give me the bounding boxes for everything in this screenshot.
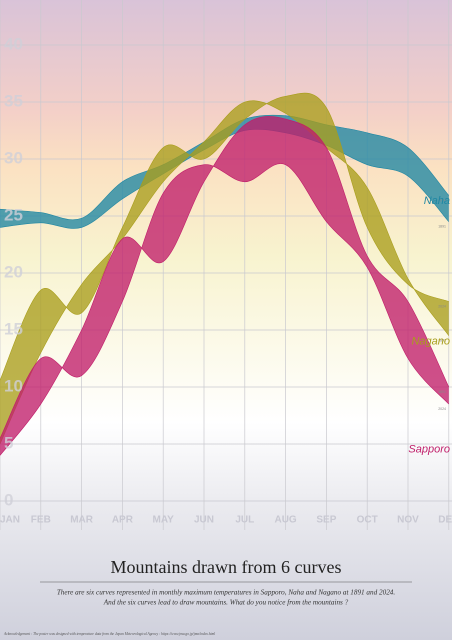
year-label: 1891 — [438, 225, 446, 229]
y-tick-label: 0 — [4, 490, 13, 509]
x-tick-label: JUL — [235, 515, 254, 526]
year-label: 2024 — [438, 304, 446, 308]
x-tick-label: APR — [112, 515, 134, 526]
acknowledgement: Acknowledgement : The poster was designe… — [3, 632, 215, 636]
y-tick-label: 35 — [4, 91, 23, 110]
city-label: Nagano — [411, 335, 450, 347]
curve — [0, 163, 450, 439]
y-tick-label: 5 — [4, 433, 13, 452]
x-tick-label: OCT — [357, 515, 378, 526]
x-tick-label: DEC — [438, 515, 452, 526]
x-tick-label: NOV — [397, 515, 419, 526]
city-label: Sapporo — [408, 444, 450, 456]
curve — [0, 100, 450, 445]
city-label: Naha — [424, 195, 450, 207]
subtitle: And the six curves lead to draw mountain… — [103, 599, 349, 607]
year-label: 1891 — [438, 339, 446, 343]
band — [0, 116, 449, 456]
curve — [0, 116, 450, 456]
y-tick-label: 40 — [4, 34, 23, 53]
year-label: 2024 — [438, 198, 446, 202]
curve — [0, 92, 449, 381]
x-tick-label: MAR — [70, 515, 94, 526]
year-label: 2024 — [438, 407, 446, 411]
y-tick-label: 10 — [4, 376, 23, 395]
y-tick-label: 25 — [4, 205, 23, 224]
y-tick-label: 30 — [4, 148, 23, 167]
x-tick-label: FEB — [31, 515, 51, 526]
x-tick-label: MAY — [153, 515, 175, 526]
y-tick-label: 20 — [4, 262, 23, 281]
x-tick-label: SEP — [316, 515, 336, 526]
year-label: 1891 — [438, 390, 446, 394]
x-tick-label: JAN — [0, 515, 20, 526]
title: Mountains drawn from 6 curves — [111, 557, 342, 577]
x-tick-label: AUG — [274, 515, 296, 526]
y-tick-label: 15 — [4, 319, 23, 338]
x-tick-label: JUN — [194, 515, 214, 526]
subtitle: There are six curves represented in mont… — [57, 589, 396, 597]
